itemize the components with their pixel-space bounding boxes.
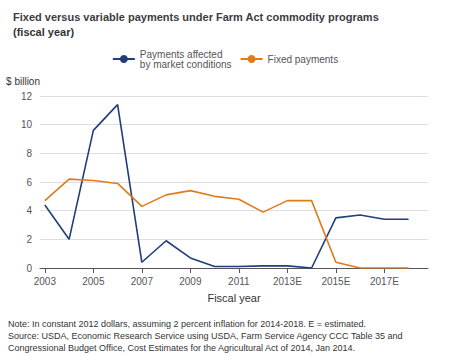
svg-text:2013E: 2013E bbox=[273, 276, 302, 287]
svg-text:2017E: 2017E bbox=[370, 276, 399, 287]
svg-text:10: 10 bbox=[21, 119, 33, 130]
svg-text:Source: USDA, Economic Researc: Source: USDA, Economic Research Service … bbox=[8, 331, 403, 341]
svg-text:4: 4 bbox=[26, 205, 32, 216]
svg-text:by market conditions: by market conditions bbox=[140, 59, 232, 70]
svg-text:Note: In constant 2012 dollars: Note: In constant 2012 dollars, assuming… bbox=[8, 319, 366, 329]
svg-text:Congressional Budget Office, C: Congressional Budget Office, Cost Estima… bbox=[8, 343, 355, 353]
svg-text:2: 2 bbox=[26, 234, 32, 245]
svg-text:Fiscal year: Fiscal year bbox=[207, 292, 261, 304]
svg-text:6: 6 bbox=[26, 177, 32, 188]
svg-text:2009: 2009 bbox=[179, 276, 202, 287]
svg-text:0: 0 bbox=[26, 263, 32, 274]
svg-text:Fixed payments: Fixed payments bbox=[268, 54, 339, 65]
svg-text:2005: 2005 bbox=[82, 276, 105, 287]
svg-text:12: 12 bbox=[21, 91, 33, 102]
svg-text:Payments affected: Payments affected bbox=[139, 48, 223, 60]
svg-text:Fixed versus variable payments: Fixed versus variable payments under Far… bbox=[13, 11, 379, 23]
svg-text:2003: 2003 bbox=[34, 276, 57, 287]
svg-text:(fiscal year): (fiscal year) bbox=[13, 26, 74, 38]
svg-text:8: 8 bbox=[26, 148, 32, 159]
svg-text:2011: 2011 bbox=[228, 276, 250, 287]
svg-text:$ billion: $ billion bbox=[6, 76, 40, 87]
svg-text:2015E: 2015E bbox=[321, 276, 350, 287]
svg-text:2007: 2007 bbox=[131, 276, 154, 287]
